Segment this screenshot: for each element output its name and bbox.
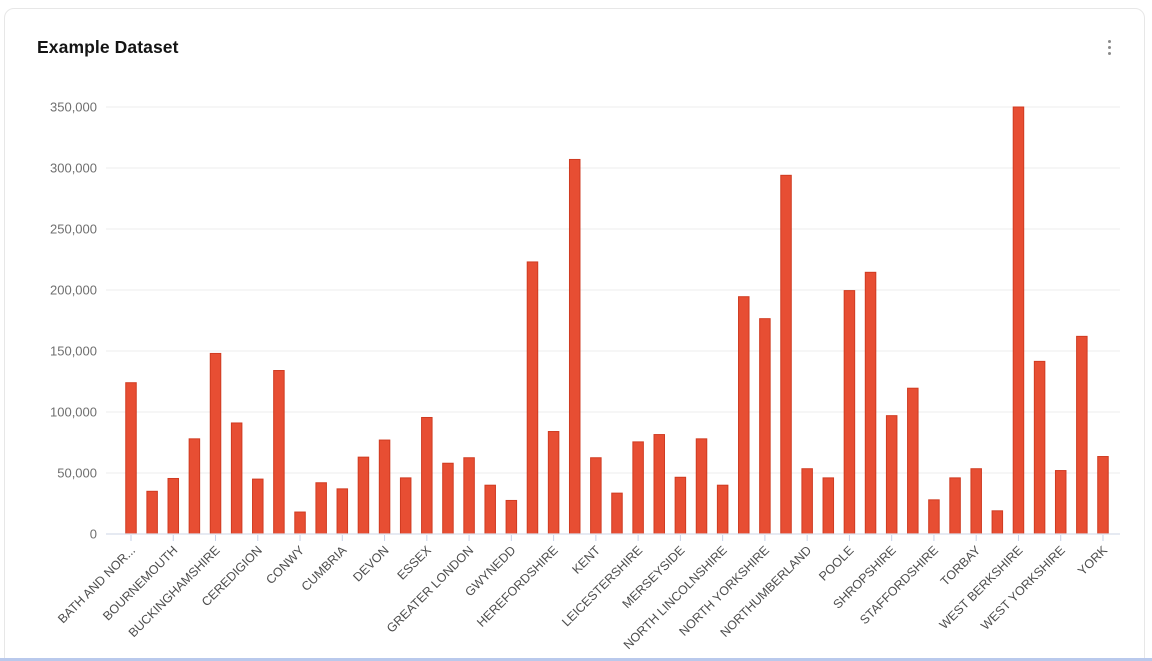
y-axis-tick-label: 150,000 [50,344,97,359]
x-axis-tick-label: POOLE [816,543,856,583]
x-axis-tick-label: ESSEX [395,543,435,583]
bar-herefordshire[interactable] [547,431,560,535]
bar[interactable] [695,438,708,535]
y-axis-tick-label: 300,000 [50,161,97,176]
bar-devon[interactable] [378,439,391,535]
bar[interactable] [568,158,581,535]
kebab-menu-icon[interactable] [1098,36,1120,58]
bar[interactable] [611,492,623,535]
bar[interactable] [1076,335,1088,535]
bar[interactable] [780,174,792,535]
bar-cumbria[interactable] [336,488,349,535]
x-axis-tick-label: WEST YORKSHIRE [978,543,1068,633]
bar[interactable] [484,484,496,535]
bar-west-berkshire[interactable] [1012,106,1025,535]
viewport-bottom-divider [0,658,1152,661]
bar-conwy[interactable] [294,511,306,535]
bar[interactable] [315,482,327,535]
bar[interactable] [653,434,665,535]
kebab-dot [1107,39,1111,43]
kebab-dot [1107,51,1111,55]
y-axis-tick-label: 200,000 [50,283,97,298]
bar-shropshire[interactable] [885,415,898,535]
x-axis-tick-label: CUMBRIA [299,543,350,594]
kebab-dot [1107,45,1111,49]
bar[interactable] [949,477,961,535]
x-axis-tick-label: LEICESTERSHIRE [559,543,645,629]
bar[interactable] [188,438,201,535]
bar[interactable] [991,510,1004,535]
bar-leicestershire[interactable] [632,441,644,535]
bar[interactable] [230,422,243,535]
bar-north-yorkshire[interactable] [759,318,771,535]
bar[interactable] [822,477,835,535]
x-axis-tick-label: BOURNEMOUTH [100,543,180,623]
bar-bournemouth[interactable] [167,477,180,535]
x-axis-tick-label: HEREFORDSHIRE [474,543,561,630]
bar-bath-and-nor[interactable] [125,382,137,535]
y-axis-tick-label: 350,000 [50,100,97,115]
bar-west-yorkshire[interactable] [1054,470,1067,535]
bar[interactable] [146,490,158,535]
bar-york[interactable] [1097,456,1109,535]
bar-north-lincolnshire[interactable] [716,484,729,535]
bar-staffordshire[interactable] [928,499,940,535]
x-axis-tick-label: KENT [570,543,604,577]
bar[interactable] [1033,360,1046,535]
bar[interactable] [442,462,454,535]
y-axis-tick-label: 250,000 [50,222,97,237]
bar-ceredigion[interactable] [252,478,264,535]
bar-poole[interactable] [843,290,856,535]
bar[interactable] [526,261,539,535]
bar-essex[interactable] [421,416,433,535]
bar-torbay[interactable] [970,468,982,535]
bar-northumberland[interactable] [801,468,813,535]
bar-kent[interactable] [590,457,602,535]
bar[interactable] [907,387,919,535]
bar-buckinghamshire[interactable] [209,352,222,535]
bar[interactable] [357,456,370,535]
card-title: Example Dataset [37,36,179,57]
card-header: Example Dataset [37,33,1120,61]
bar[interactable] [864,271,877,535]
x-axis-tick-label: STAFFORDSHIRE [857,543,941,627]
x-axis-tick-label: BATH AND NOR... [55,543,138,626]
x-axis-tick-label: YORK [1075,543,1110,578]
bar[interactable] [738,296,750,535]
y-axis-tick-label: 100,000 [50,405,97,420]
bar[interactable] [399,477,412,535]
x-axis-tick-label: DEVON [350,543,391,584]
bar-merseyside[interactable] [674,476,687,535]
bar-gwynedd[interactable] [505,499,518,535]
bar[interactable] [273,370,285,535]
y-axis-tick-label: 50,000 [57,466,97,481]
y-axis-tick-label: 0 [90,527,97,542]
bar-greater-london[interactable] [463,457,475,535]
